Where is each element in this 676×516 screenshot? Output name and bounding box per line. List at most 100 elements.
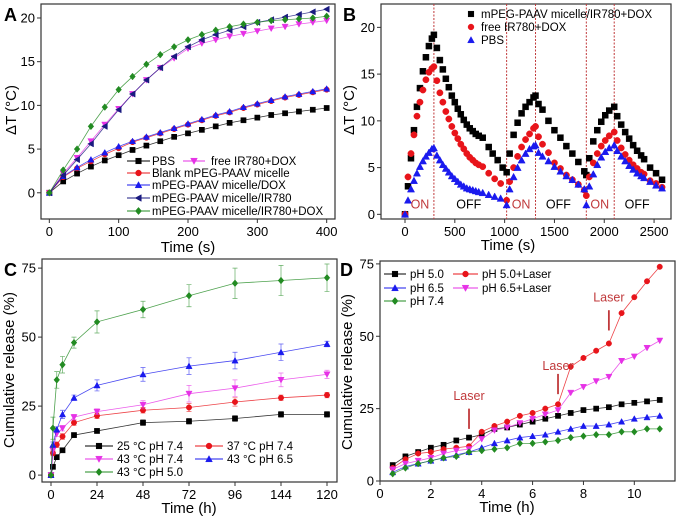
data-point [212,26,219,34]
data-point [625,161,634,169]
data-point [510,131,517,139]
annotation-label: Laser [593,291,624,305]
x-tick-label: 0 [46,224,53,239]
data-point [70,394,78,401]
data-point [171,133,177,140]
legend-label: mPEG-PAAV micelle/IR780 [152,193,292,205]
x-tick-label: 500 [444,224,466,239]
data-point [580,432,587,440]
data-point [585,182,594,190]
data-point [323,105,330,111]
data-point [419,68,427,75]
data-point [277,348,285,356]
data-point [231,356,239,364]
data-point [593,405,600,412]
data-point [415,450,422,457]
data-point [518,143,525,151]
x-tick-label: 6 [529,486,536,501]
data-point [414,459,422,468]
series-2 [401,63,666,218]
series-line [392,266,661,469]
data-point [50,463,56,470]
data-point [656,397,663,403]
data-point [47,471,55,479]
x-tick-label: 24 [90,487,104,502]
data-point [93,318,101,326]
data-point [562,171,571,180]
data-point [630,353,638,361]
data-point [526,98,533,106]
data-point [441,164,450,172]
data-point [563,142,570,150]
y-tick-label: 0 [367,474,374,489]
x-tick-label: 400 [316,224,338,239]
legend-label: 25 °C pH 7.4 [117,441,184,453]
data-point [389,469,396,478]
legend-marker [391,270,399,278]
data-point [541,411,549,419]
data-point [185,390,193,398]
data-point [555,401,561,408]
data-point [129,72,136,81]
x-tick-label: 0 [47,487,54,502]
data-point [281,15,289,24]
data-point [605,373,613,381]
data-point [156,128,164,136]
series-line [392,399,660,466]
data-point [226,33,234,40]
legend-marker [205,442,213,450]
legend-marker [135,169,142,177]
data-point [529,439,536,448]
data-point [593,160,602,169]
data-point [535,133,542,141]
x-tick-label: 48 [136,487,150,502]
data-point [400,210,410,218]
data-point [49,441,57,448]
data-point [58,425,67,432]
data-point [421,152,430,160]
data-point [278,394,284,401]
data-point [87,155,95,163]
data-point [240,117,247,124]
data-point [586,154,593,162]
x-tick-label: 1500 [540,224,569,239]
legend-label: 43 °C pH 7.4 [117,454,184,466]
data-point [567,363,574,370]
data-point [439,98,447,106]
data-point [416,98,424,106]
data-point [143,142,150,149]
legend-marker [391,284,399,292]
legend-marker [95,467,103,477]
data-point [140,419,146,426]
x-tick-label: 2000 [590,224,619,239]
data-point [277,377,285,384]
data-point [309,8,316,16]
data-point [278,411,284,418]
data-point [656,263,663,270]
legend-label: 43 °C pH 6.5 [227,454,293,466]
y-tick-label: 20 [361,20,375,35]
annotation-label: OFF [456,198,481,212]
annotation-label: ON [512,198,531,212]
data-point [389,466,397,474]
data-point [295,15,303,23]
panel-a: A 0 100 200 300 400 0 5 10 15 20 Time (s) ΔT (°C) PBS… [3,3,338,256]
data-point [184,36,192,44]
data-point [128,90,136,98]
x-axis-label: Time (h) [161,500,216,516]
data-point [73,156,80,164]
panel-c: C 0 24 48 72 96 144 120 0 25 50 75 Time (h) Cumulativ… [1,258,338,516]
data-point [198,115,206,123]
data-point [502,200,511,209]
data-point [618,428,625,436]
data-point [554,428,562,435]
data-point [490,192,499,200]
data-point [526,130,533,138]
data-point [505,184,514,193]
data-point [610,103,618,111]
data-point [610,141,619,149]
data-point [589,170,598,178]
data-point [444,168,453,176]
data-point [281,93,289,100]
data-point [60,166,67,174]
